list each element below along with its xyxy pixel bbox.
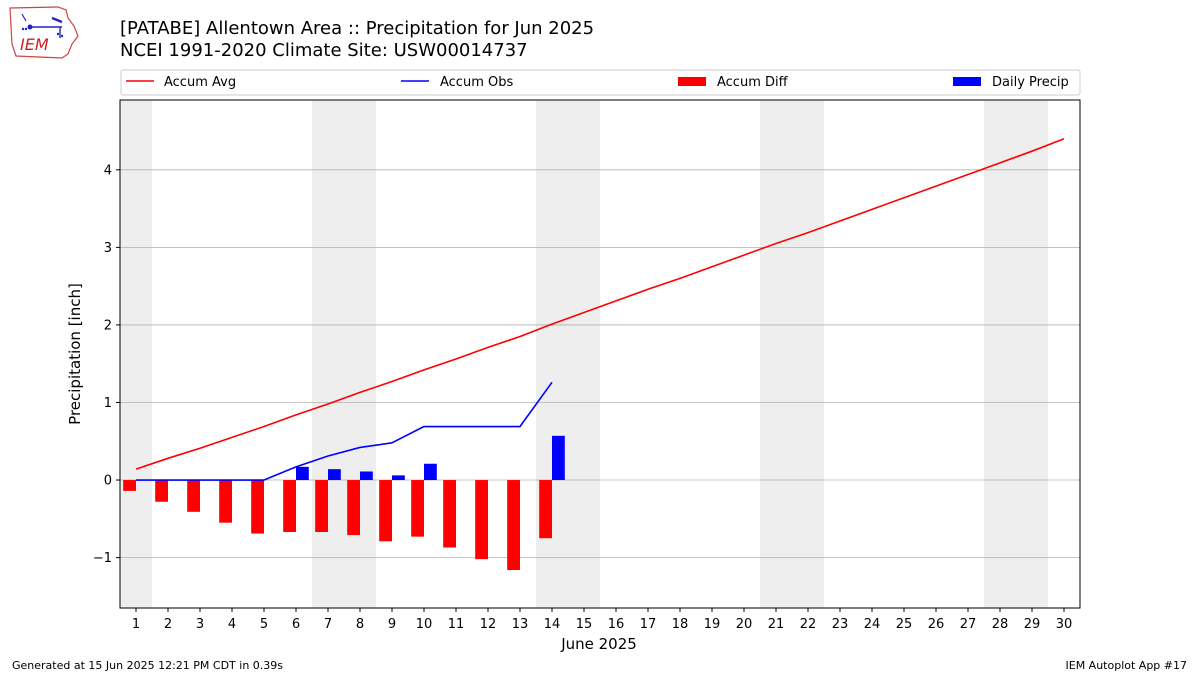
legend: Accum Avg Accum Obs Accum Diff Daily Pre… [120, 69, 1081, 96]
x-axis: 1 2 3 4 5 6 7 8 9 10 11 12 13 14 15 16 17 18 19 20 21 22 23 24 2… [132, 608, 1072, 632]
x-tick-label: 30 [1056, 617, 1073, 632]
accum-diff-bar [475, 480, 488, 560]
accum-diff-bar [347, 480, 360, 536]
footer-generated: Generated at 15 Jun 2025 12:21 PM CDT in… [12, 659, 284, 672]
x-axis-label: June 2025 [560, 635, 637, 653]
daily-precip-bar [296, 466, 309, 481]
series-lines [135, 138, 1065, 481]
chart-subtitle: NCEI 1991-2020 Climate Site: USW00014737 [120, 40, 528, 61]
legend-box [120, 69, 1081, 96]
x-tick-label: 29 [1024, 617, 1041, 632]
x-tick-label: 1 [132, 617, 140, 632]
legend-label-accum-diff: Accum Diff [717, 75, 789, 90]
weekend-band-3 [760, 100, 824, 608]
y-tick-label: 2 [104, 318, 112, 333]
accum-diff-bar [411, 480, 424, 537]
accum-diff-bar [219, 480, 232, 523]
x-tick-label: 20 [736, 617, 753, 632]
accum-diff-bar [187, 480, 200, 512]
accum-diff-bar [251, 480, 264, 534]
x-tick-label: 11 [448, 617, 465, 632]
chart-title: [PATABE] Allentown Area :: Precipitation… [120, 18, 595, 39]
x-tick-label: 28 [992, 617, 1009, 632]
x-tick-label: 23 [832, 617, 849, 632]
accum-diff-bar [123, 480, 136, 491]
accum-diff-bar [443, 480, 456, 548]
legend-label-daily-precip: Daily Precip [992, 75, 1069, 90]
x-tick-label: 22 [800, 617, 817, 632]
x-tick-label: 16 [608, 617, 625, 632]
x-tick-label: 14 [544, 617, 561, 632]
accum-diff-bar [507, 480, 520, 570]
x-tick-label: 13 [512, 617, 529, 632]
daily-precip-bar [552, 435, 565, 481]
x-tick-label: 26 [928, 617, 945, 632]
x-tick-label: 3 [196, 617, 204, 632]
x-tick-label: 27 [960, 617, 977, 632]
x-tick-label: 9 [388, 617, 396, 632]
x-tick-label: 6 [292, 617, 300, 632]
x-tick-label: 8 [356, 617, 364, 632]
footer-app: IEM Autoplot App #17 [1065, 659, 1188, 672]
legend-swatch-daily-precip [953, 77, 981, 86]
x-tick-label: 4 [228, 617, 236, 632]
y-tick-label: 3 [104, 241, 112, 256]
accum-diff-bar [379, 480, 392, 542]
legend-label-accum-avg: Accum Avg [164, 75, 236, 90]
x-tick-label: 12 [480, 617, 497, 632]
logo-text: IEM [20, 35, 49, 54]
plot-frame [119, 99, 1081, 609]
bars [123, 435, 565, 570]
daily-precip-bar [424, 463, 437, 481]
weekend-band-4 [984, 100, 1048, 608]
y-gridlines [120, 169, 1080, 558]
y-axis: −1 0 1 2 3 4 [93, 163, 120, 566]
weekend-shading [120, 100, 1048, 608]
x-tick-label: 5 [260, 617, 268, 632]
x-tick-label: 25 [896, 617, 913, 632]
accum-diff-bar [155, 480, 168, 502]
accum-obs-line [136, 381, 553, 481]
accum-diff-bar [539, 480, 552, 539]
x-tick-label: 10 [416, 617, 433, 632]
accum-diff-bar [315, 480, 328, 532]
precipitation-chart: Accum Avg Accum Obs Accum Diff Daily Pre… [66, 69, 1081, 653]
y-axis-label: Precipitation [inch] [66, 283, 84, 425]
y-tick-label: −1 [93, 551, 112, 566]
legend-label-accum-obs: Accum Obs [440, 75, 513, 90]
daily-precip-bar [360, 471, 373, 481]
x-tick-label: 18 [672, 617, 689, 632]
legend-swatch-accum-diff [678, 77, 706, 86]
x-tick-label: 24 [864, 617, 881, 632]
x-tick-label: 15 [576, 617, 593, 632]
accum-avg-line [135, 138, 1065, 470]
x-tick-label: 17 [640, 617, 657, 632]
weekend-band-0 [120, 100, 152, 608]
y-tick-label: 1 [104, 396, 112, 411]
x-tick-label: 7 [324, 617, 332, 632]
iem-logo: IEM [6, 4, 82, 60]
daily-precip-bar [392, 475, 405, 481]
accum-diff-bar [283, 480, 296, 532]
daily-precip-bar [328, 469, 341, 481]
x-tick-label: 21 [768, 617, 785, 632]
y-tick-label: 4 [104, 163, 112, 178]
x-tick-label: 19 [704, 617, 721, 632]
x-tick-label: 2 [164, 617, 172, 632]
y-tick-label: 0 [104, 474, 112, 489]
